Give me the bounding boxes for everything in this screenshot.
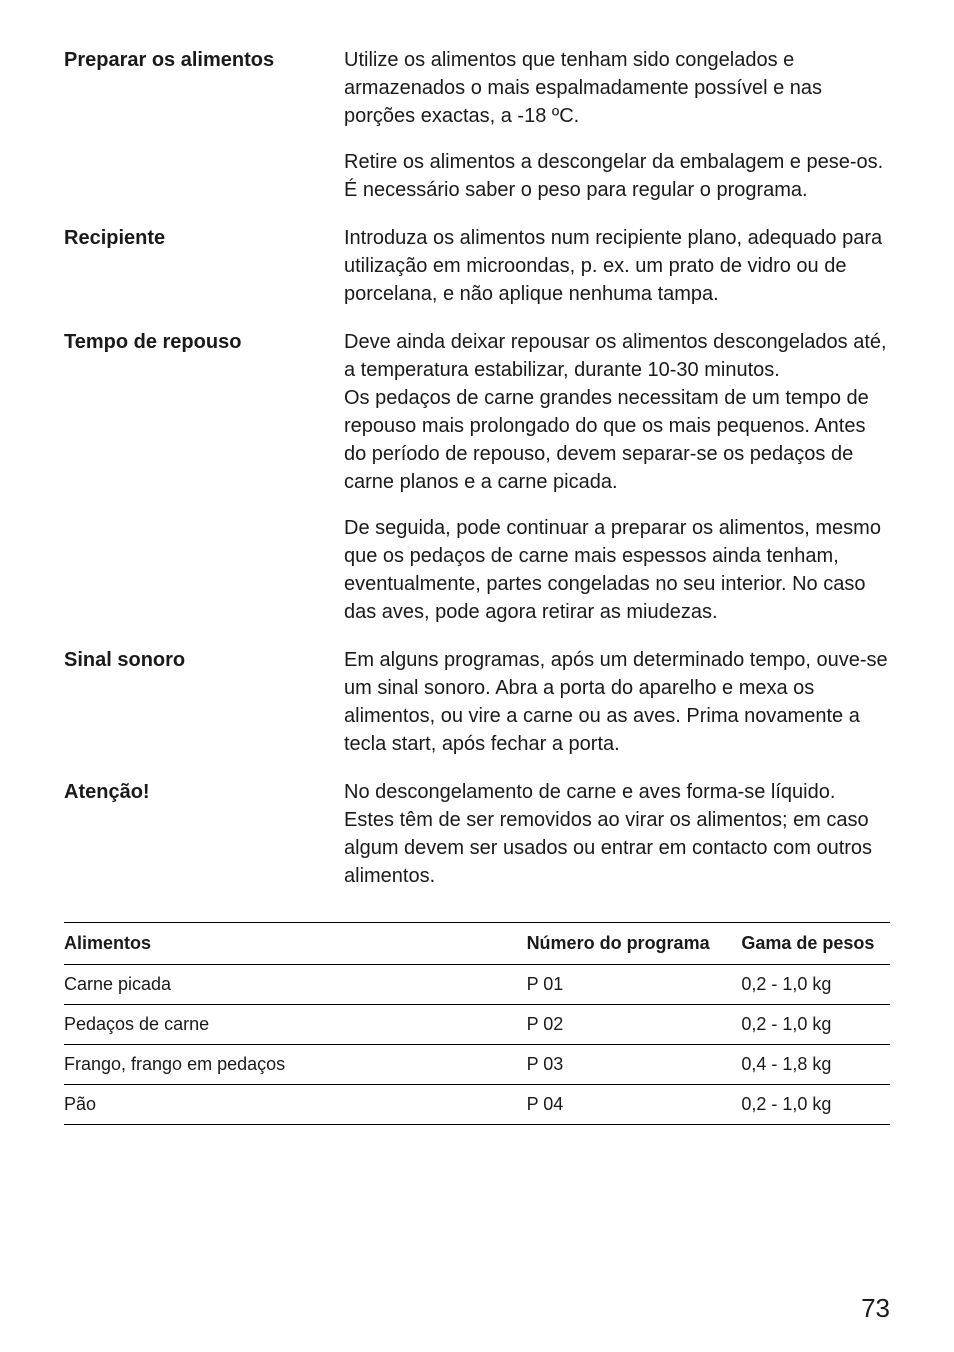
table-cell: P 02 bbox=[527, 1005, 742, 1045]
section-paragraph: De seguida, pode continuar a preparar os… bbox=[344, 514, 890, 626]
section-body: Utilize os alimentos que tenham sido con… bbox=[344, 46, 890, 204]
section-body: Introduza os alimentos num recipiente pl… bbox=[344, 224, 890, 308]
section: Sinal sonoroEm alguns programas, após um… bbox=[64, 646, 890, 758]
table-row: Frango, frango em pedaçosP 030,4 - 1,8 k… bbox=[64, 1045, 890, 1085]
section-label: Tempo de repouso bbox=[64, 328, 344, 626]
section-paragraph: Introduza os alimentos num recipiente pl… bbox=[344, 224, 890, 308]
table-cell: P 04 bbox=[527, 1085, 742, 1125]
table-header: Gama de pesos bbox=[741, 923, 890, 965]
section: Preparar os alimentosUtilize os alimento… bbox=[64, 46, 890, 204]
section: Atenção!No descongelamento de carne e av… bbox=[64, 778, 890, 890]
section-paragraph: Deve ainda deixar repousar os alimentos … bbox=[344, 328, 890, 496]
table-row: PãoP 040,2 - 1,0 kg bbox=[64, 1085, 890, 1125]
section: Tempo de repousoDeve ainda deixar repous… bbox=[64, 328, 890, 626]
table-cell: P 03 bbox=[527, 1045, 742, 1085]
table-row: Carne picadaP 010,2 - 1,0 kg bbox=[64, 965, 890, 1005]
section-body: Em alguns programas, após um determinado… bbox=[344, 646, 890, 758]
section-paragraph: Em alguns programas, após um determinado… bbox=[344, 646, 890, 758]
section-label: Sinal sonoro bbox=[64, 646, 344, 758]
table-cell: Pão bbox=[64, 1085, 527, 1125]
section-label: Recipiente bbox=[64, 224, 344, 308]
table-header: Alimentos bbox=[64, 923, 527, 965]
table-cell: Carne picada bbox=[64, 965, 527, 1005]
table-cell: 0,2 - 1,0 kg bbox=[741, 1005, 890, 1045]
food-table: AlimentosNúmero do programaGama de pesos… bbox=[64, 922, 890, 1125]
table-row: Pedaços de carneP 020,2 - 1,0 kg bbox=[64, 1005, 890, 1045]
table-cell: 0,2 - 1,0 kg bbox=[741, 1085, 890, 1125]
section-paragraph: Utilize os alimentos que tenham sido con… bbox=[344, 46, 890, 130]
table-cell: 0,2 - 1,0 kg bbox=[741, 965, 890, 1005]
section-paragraph: No descongelamento de carne e aves forma… bbox=[344, 778, 890, 890]
section-paragraph: Retire os alimentos a descongelar da emb… bbox=[344, 148, 890, 204]
page-number: 73 bbox=[861, 1293, 890, 1324]
table-cell: P 01 bbox=[527, 965, 742, 1005]
table-cell: 0,4 - 1,8 kg bbox=[741, 1045, 890, 1085]
table-header: Número do programa bbox=[527, 923, 742, 965]
section-body: Deve ainda deixar repousar os alimentos … bbox=[344, 328, 890, 626]
section: RecipienteIntroduza os alimentos num rec… bbox=[64, 224, 890, 308]
table-cell: Pedaços de carne bbox=[64, 1005, 527, 1045]
section-body: No descongelamento de carne e aves forma… bbox=[344, 778, 890, 890]
section-label: Atenção! bbox=[64, 778, 344, 890]
table-cell: Frango, frango em pedaços bbox=[64, 1045, 527, 1085]
section-label: Preparar os alimentos bbox=[64, 46, 344, 204]
